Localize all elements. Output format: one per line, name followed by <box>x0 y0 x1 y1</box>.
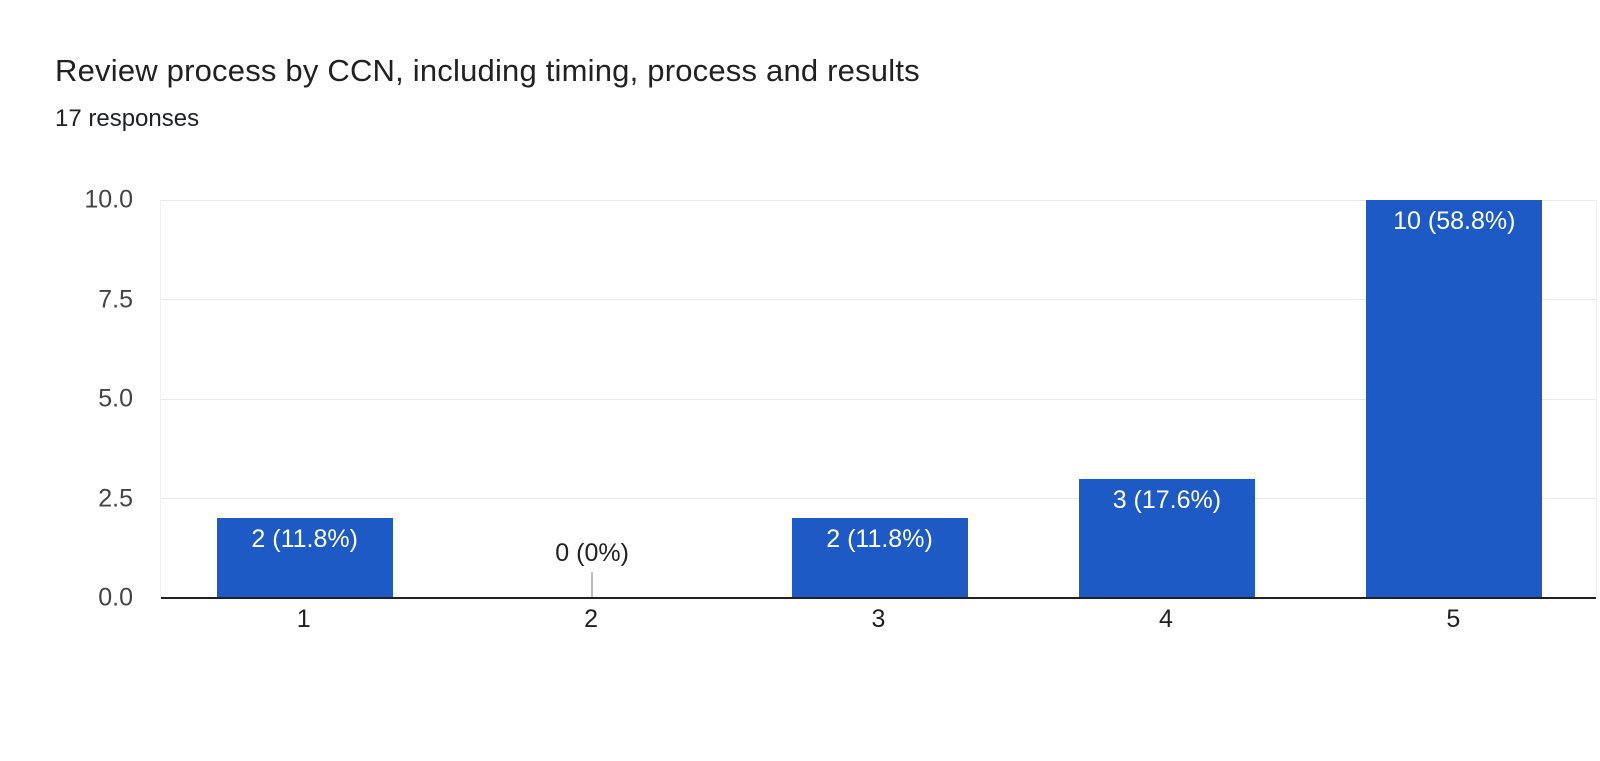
bar-category-4[interactable]: 3 (17.6%) <box>1078 478 1255 598</box>
bar-category-5[interactable]: 10 (58.8%) <box>1366 200 1543 598</box>
x-tick-label: 5 <box>1446 605 1461 633</box>
bar-value-label: 3 (17.6%) <box>1112 485 1222 514</box>
y-tick-label: 7.5 <box>98 285 133 313</box>
y-axis: 0.0 2.5 5.0 7.5 10.0 <box>0 187 133 610</box>
gridline <box>161 398 1596 400</box>
y-tick-label: 10.0 <box>84 185 133 214</box>
y-tick-label: 0.0 <box>98 583 133 612</box>
x-axis: 1 2 3 4 5 <box>160 605 1597 640</box>
x-tick-label: 2 <box>584 605 599 633</box>
bar-value-label: 2 (11.8%) <box>251 525 358 554</box>
bar-value-label: 2 (11.8%) <box>826 525 933 554</box>
gridline <box>161 199 1596 201</box>
gridline <box>161 299 1596 300</box>
y-tick-label: 2.5 <box>98 484 133 512</box>
x-tick-label: 1 <box>296 605 311 633</box>
chart-title: Review process by CCN, including timing,… <box>55 53 920 88</box>
x-tick-label: 4 <box>1158 605 1173 633</box>
gridline <box>161 498 1596 499</box>
bar-value-label-zero: 0 (0%) <box>555 539 629 567</box>
response-count: 17 responses <box>55 105 200 132</box>
x-tick-label: 3 <box>871 605 886 633</box>
bar-value-label: 10 (58.8%) <box>1393 207 1516 235</box>
plot-area: 2 (11.8%) 0 (0%) 2 (11.8%) 3 (17.6%) 10 (58.… <box>160 199 1597 599</box>
x-axis-baseline <box>161 597 1596 599</box>
zero-value-stub <box>591 572 594 598</box>
y-tick-label: 5.0 <box>98 384 133 413</box>
bar-category-1[interactable]: 2 (11.8%) <box>216 518 393 598</box>
bar-category-3[interactable]: 2 (11.8%) <box>791 518 968 598</box>
